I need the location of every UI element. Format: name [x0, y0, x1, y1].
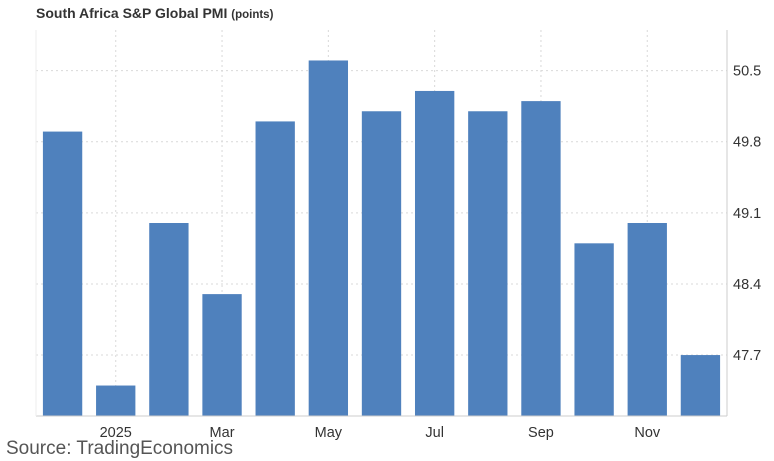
labels-layer: 47.7 48.4 49.1 49.8 50.5 2025 Mar May Jul Sep Nov: [100, 64, 762, 441]
bar-4: [255, 121, 295, 417]
y-tick-label: 47.7: [733, 348, 761, 364]
bar-8: [468, 111, 508, 416]
bar-7: [414, 90, 455, 416]
x-tick-label: Sep: [528, 425, 554, 441]
y-tick-label: 49.8: [733, 135, 761, 151]
bar-12: [680, 355, 721, 416]
axis-layer: [35, 30, 728, 417]
source-label: Source: TradingEconomics: [6, 438, 234, 459]
y-tick-label: 49.1: [733, 206, 761, 222]
bar-6: [361, 111, 402, 416]
x-tick-label: May: [315, 425, 343, 441]
bar-11: [627, 223, 667, 416]
bar-1: [96, 385, 136, 416]
x-tick-label: Nov: [634, 425, 661, 441]
bar-10: [574, 243, 614, 416]
bar-9: [521, 101, 561, 417]
x-tick-label: Mar: [210, 425, 235, 441]
x-tick-label: Jul: [425, 425, 444, 441]
y-tick-label: 50.5: [733, 64, 761, 80]
y-tick-label: 48.4: [733, 277, 761, 293]
chart-title-text: South Africa S&P Global PMI: [36, 5, 228, 21]
bars-layer: [42, 60, 721, 417]
chart-title: South Africa S&P Global PMI (points): [36, 5, 273, 21]
bar-2: [149, 223, 189, 416]
bar-3: [202, 294, 242, 416]
bar-5: [308, 60, 349, 416]
x-tick-label: 2025: [100, 425, 132, 441]
chart-title-unit: (points): [231, 9, 274, 21]
bar-0: [42, 131, 83, 416]
